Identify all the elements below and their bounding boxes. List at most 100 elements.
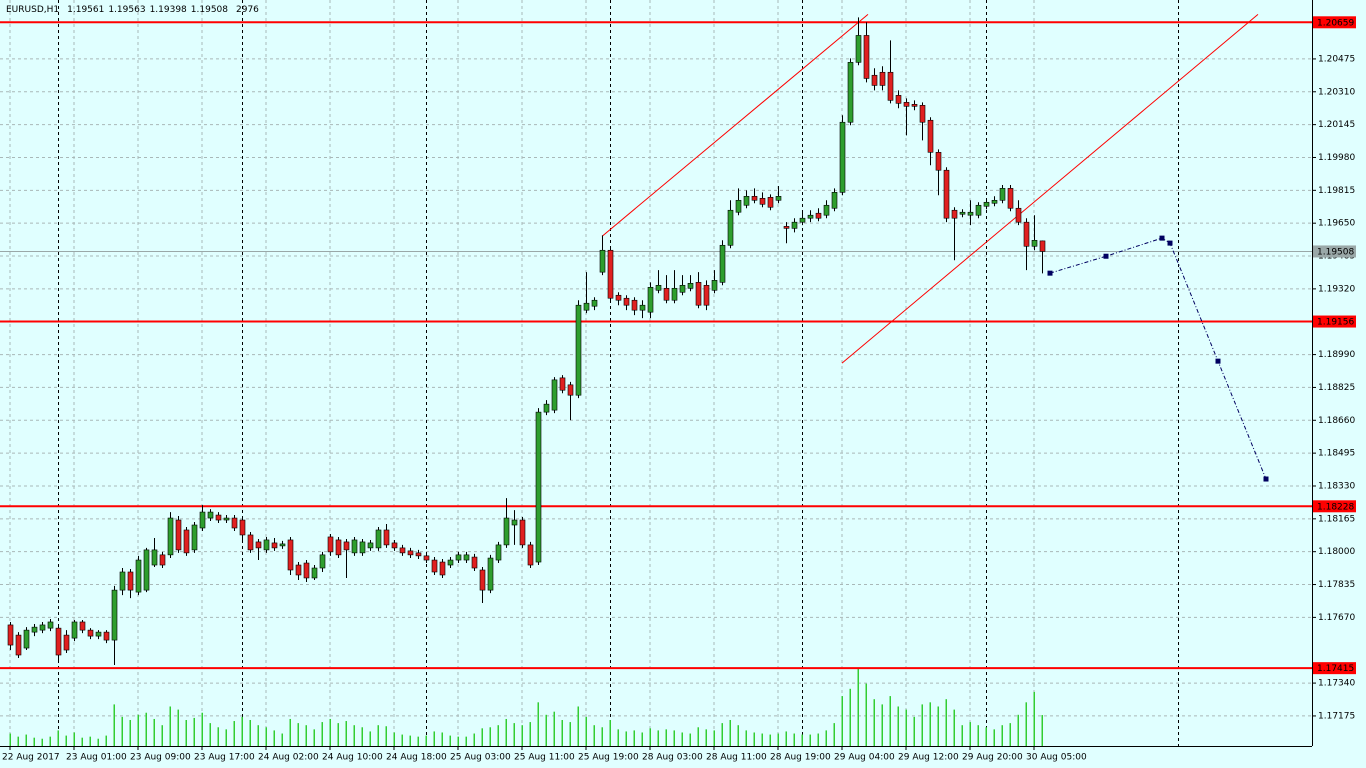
level-box bbox=[1313, 315, 1356, 328]
volume-bar bbox=[921, 704, 923, 746]
volume-bar bbox=[337, 723, 339, 746]
volume-bar bbox=[1017, 714, 1019, 746]
candle-body bbox=[815, 212, 822, 219]
candle-body bbox=[231, 517, 238, 529]
level-label: 1.19156 bbox=[1317, 318, 1354, 328]
candle-body bbox=[471, 556, 478, 569]
candle-body bbox=[431, 559, 438, 573]
volume-bar bbox=[937, 706, 939, 746]
candle-body bbox=[375, 529, 382, 549]
candle-body bbox=[359, 541, 366, 554]
volume-bar bbox=[969, 722, 971, 746]
x-tick-label: 23 Aug 09:00 bbox=[130, 753, 191, 763]
volume-bar bbox=[241, 716, 243, 746]
x-tick-label: 29 Aug 20:00 bbox=[962, 753, 1023, 763]
x-tick-label: 29 Aug 04:00 bbox=[834, 753, 895, 763]
candle-body bbox=[719, 244, 726, 283]
volume-bar bbox=[617, 729, 619, 746]
candle-body bbox=[39, 624, 46, 631]
candle-body bbox=[111, 589, 118, 641]
candle-body bbox=[391, 542, 398, 549]
volume-bar bbox=[769, 734, 771, 746]
volume-bar bbox=[657, 730, 659, 746]
candle-body bbox=[135, 559, 142, 593]
volume-bar bbox=[897, 706, 899, 746]
candle-body bbox=[367, 542, 374, 549]
volume-bar bbox=[849, 688, 851, 746]
candle-body bbox=[999, 188, 1006, 201]
volume-bar bbox=[913, 716, 915, 746]
volume-bar bbox=[801, 734, 803, 746]
volume-bar bbox=[825, 730, 827, 746]
candle-body bbox=[71, 621, 78, 639]
candle-body bbox=[407, 550, 414, 556]
x-tick-label: 23 Aug 01:00 bbox=[66, 753, 127, 763]
volume-bar bbox=[177, 709, 179, 746]
volume-bar bbox=[217, 727, 219, 746]
volume-bar bbox=[145, 712, 147, 746]
volume-bar bbox=[185, 720, 187, 746]
volume-bar bbox=[393, 732, 395, 746]
volume-bar bbox=[57, 730, 59, 746]
candle-body bbox=[959, 211, 966, 215]
candle-body bbox=[951, 209, 958, 219]
candle-body bbox=[7, 624, 14, 646]
candle-body bbox=[207, 511, 214, 519]
volume-bar bbox=[705, 729, 707, 746]
volume-bar bbox=[305, 725, 307, 746]
y-tick-label: 1.19815 bbox=[1318, 186, 1355, 196]
volume-bar bbox=[953, 709, 955, 746]
candle-body bbox=[167, 517, 174, 556]
y-tick-label: 1.19650 bbox=[1318, 219, 1355, 229]
candle-body bbox=[487, 557, 494, 591]
volume-bar bbox=[569, 722, 571, 746]
volume-bar bbox=[345, 721, 347, 746]
candle-body bbox=[855, 35, 862, 63]
candle-body bbox=[575, 304, 582, 396]
candle-body bbox=[119, 571, 126, 591]
candle-body bbox=[895, 95, 902, 104]
candle-body bbox=[335, 539, 342, 556]
y-tick-label: 1.19980 bbox=[1318, 153, 1355, 163]
volume-bar bbox=[281, 733, 283, 746]
candle-body bbox=[127, 571, 134, 591]
volume-bar bbox=[89, 736, 91, 746]
x-tick-label: 30 Aug 05:00 bbox=[1026, 753, 1087, 763]
candle-body bbox=[1031, 240, 1038, 247]
volume-bar bbox=[249, 720, 251, 746]
candle-body bbox=[1039, 240, 1046, 252]
candle-body bbox=[175, 519, 182, 551]
volume-bar bbox=[289, 718, 291, 746]
candle-body bbox=[199, 511, 206, 529]
level-box bbox=[1313, 500, 1356, 513]
volume-bar bbox=[481, 728, 483, 746]
volume-bar bbox=[641, 732, 643, 746]
candle-body bbox=[887, 71, 894, 101]
candle-body bbox=[631, 299, 638, 311]
volume-bar bbox=[25, 734, 27, 746]
candle-body bbox=[679, 284, 686, 293]
volume-bar bbox=[401, 734, 403, 746]
volume-bar bbox=[369, 731, 371, 746]
volume-bar bbox=[313, 729, 315, 746]
header-open: 1.19561 bbox=[67, 5, 104, 15]
y-tick-label: 1.17340 bbox=[1318, 679, 1355, 689]
volume-bar bbox=[497, 725, 499, 746]
y-tick-label: 1.18495 bbox=[1318, 449, 1355, 459]
candle-body bbox=[215, 514, 222, 521]
candle-body bbox=[1015, 207, 1022, 223]
candle-body bbox=[455, 554, 462, 561]
x-tick-label: 25 Aug 19:00 bbox=[578, 753, 639, 763]
volume-bar bbox=[449, 735, 451, 746]
candle-body bbox=[799, 217, 806, 223]
volume-bar bbox=[665, 729, 667, 746]
volume-bar bbox=[601, 727, 603, 746]
volume-bar bbox=[441, 732, 443, 746]
candle-body bbox=[743, 196, 750, 206]
x-tick-label: 28 Aug 19:00 bbox=[770, 753, 831, 763]
volume-bar bbox=[49, 736, 51, 746]
volume-bar bbox=[577, 706, 579, 746]
candle-body bbox=[911, 104, 918, 107]
volume-bar bbox=[465, 736, 467, 746]
